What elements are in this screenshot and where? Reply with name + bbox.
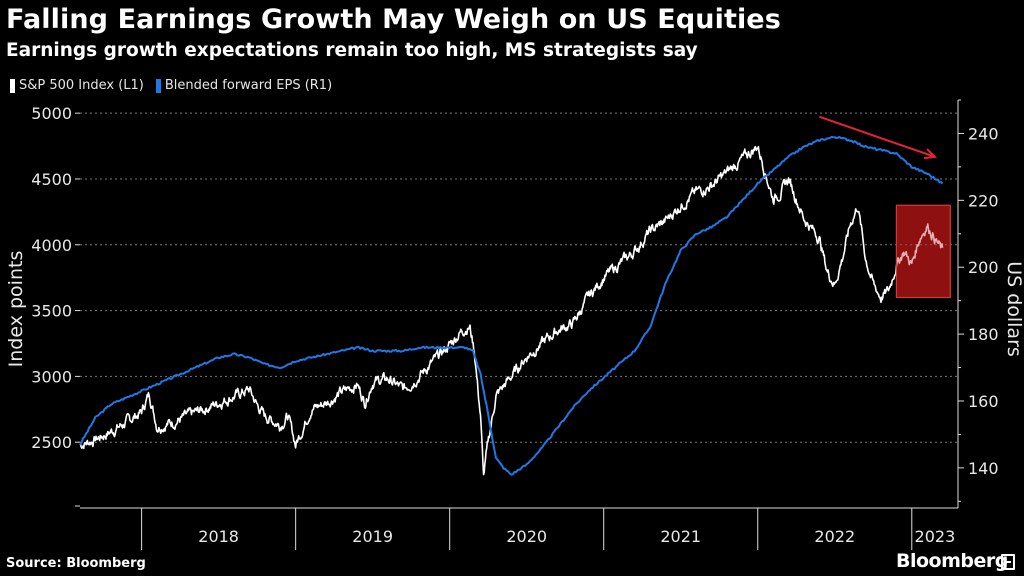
legend-swatch-eps <box>155 78 161 93</box>
trend-arrow-head-icon <box>923 148 938 160</box>
y-tick-label-left: 2500 <box>31 433 72 452</box>
legend-item-sp500: S&P 500 Index (L1) <box>10 78 144 93</box>
x-tick-label: 2018 <box>198 527 239 546</box>
y-tick-label-right: 140 <box>968 459 999 478</box>
series-layer <box>79 135 944 476</box>
y-tick-label-left: 4500 <box>31 170 72 189</box>
bloomberg-logo: Bloomberg <box>896 550 1008 572</box>
x-tick-label: 2021 <box>660 527 701 546</box>
y-axis-title-right: US dollars <box>1003 261 1024 357</box>
x-tick-label: 2019 <box>352 527 393 546</box>
chart-legend: S&P 500 Index (L1) Blended forward EPS (… <box>10 78 344 93</box>
legend-swatch-sp500 <box>10 78 15 93</box>
y-tick-label-right: 240 <box>968 124 999 143</box>
bloomberg-mark-icon <box>1001 554 1015 570</box>
chart-subtitle: Earnings growth expectations remain too … <box>6 40 698 61</box>
x-tick-label: 2020 <box>506 527 547 546</box>
highlight-overlay <box>895 204 951 298</box>
y-tick-label-left: 3000 <box>31 367 72 386</box>
y-axis-title-left: Index points <box>5 251 27 368</box>
legend-label-eps: Blended forward EPS (R1) <box>164 78 333 93</box>
legend-label-sp500: S&P 500 Index (L1) <box>19 78 144 93</box>
source-note: Source: Bloomberg <box>6 556 146 571</box>
y-tick-label-right: 160 <box>968 392 999 411</box>
y-tick-label-left: 4000 <box>31 236 72 255</box>
grid-layer <box>80 112 958 443</box>
y-tick-label-left: 5000 <box>31 104 72 123</box>
x-tick-label: 2023 <box>915 527 956 546</box>
legend-item-eps: Blended forward EPS (R1) <box>155 78 333 93</box>
chart-title: Falling Earnings Growth May Weigh on US … <box>6 4 781 35</box>
label-layer: 2500 3000 3500 4000 4500 5000 140 160 180 200 220 2… <box>5 104 1024 546</box>
sp500-line <box>79 145 944 476</box>
x-tick-label: 2022 <box>814 527 855 546</box>
y-tick-label-right: 220 <box>968 191 999 210</box>
y-tick-label-left: 3500 <box>31 302 72 321</box>
axis-layer <box>75 99 964 550</box>
y-tick-label-right: 200 <box>968 258 999 277</box>
eps-line <box>79 135 944 476</box>
y-tick-label-right: 180 <box>968 325 999 344</box>
overlay-layer <box>819 115 951 298</box>
trend-arrow-line <box>819 115 936 158</box>
